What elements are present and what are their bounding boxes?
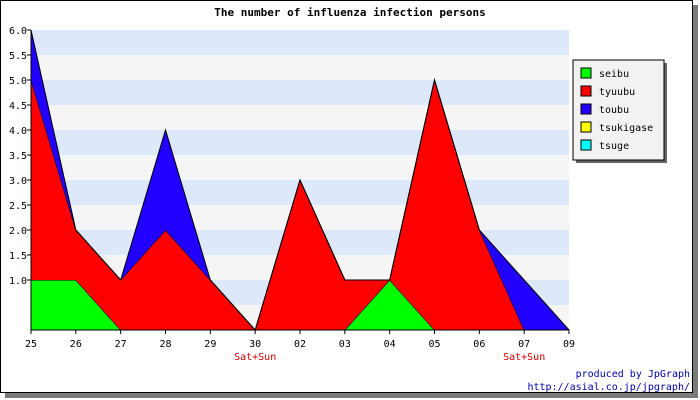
y-tick-label: 4.5 (9, 101, 27, 112)
x-tick-label: 03 (339, 339, 351, 350)
y-tick-label: 6.0 (9, 26, 27, 37)
x-tick-label: 26 (70, 339, 82, 350)
legend: seibu tyuubu toubu tsukigase tsuge (572, 59, 667, 163)
grid-band (31, 55, 569, 80)
series-area-toubu (31, 30, 569, 330)
y-tick-label: 2.0 (9, 226, 27, 237)
legend-label-tsuge: tsuge (599, 141, 629, 152)
x-tick-label: 04 (384, 339, 396, 350)
series-areas (30, 29, 570, 331)
legend-label-tsukigase: tsukigase (599, 123, 653, 134)
y-tick-label: 5.5 (9, 51, 27, 62)
y-tick-label: 1.5 (9, 251, 27, 262)
y-tick-label: 2.5 (9, 201, 27, 212)
y-tick-labels: 1.0 1.5 2.0 2.5 3.0 3.5 4.0 4.5 5.0 5.5 6.0 (9, 26, 27, 287)
legend-swatch-tsuge (580, 139, 592, 151)
legend-swatch-seibu (580, 67, 592, 79)
credit-produced-by: produced by JpGraph (576, 369, 690, 380)
grid-band (31, 155, 569, 180)
x-tick-label: 02 (294, 339, 306, 350)
credit-url[interactable]: http://asial.co.jp/jpgraph/ (527, 382, 690, 393)
grid-band (31, 80, 569, 105)
x-tick-label: 05 (428, 339, 440, 350)
series-area-tyuubu (31, 80, 569, 330)
legend-label-toubu: toubu (599, 105, 629, 116)
y-tick-label: 4.0 (9, 126, 27, 137)
x-tick-labels: 25 26 27 28 29 30 02 03 04 05 06 07 09 Sat+Sun Sat+Sun (25, 339, 575, 363)
series-area-seibu (31, 280, 569, 330)
y-tick-label: 5.0 (9, 76, 27, 87)
legend-label-seibu: seibu (599, 69, 629, 80)
legend-swatch-toubu (580, 103, 592, 115)
grid-band (31, 105, 569, 130)
grid-band (31, 130, 569, 155)
y-tick-label: 1.0 (9, 276, 27, 287)
weekend-label: Sat+Sun (234, 352, 276, 363)
grid-band (31, 30, 569, 55)
legend-swatch-tsukigase (580, 121, 592, 133)
x-tick-label: 30 (249, 339, 261, 350)
x-tick-label: 27 (115, 339, 127, 350)
legend-label-tyuubu: tyuubu (599, 87, 635, 98)
series-line-toubu (30, 29, 570, 331)
x-tick-label: 09 (563, 339, 575, 350)
x-tick-label: 25 (25, 339, 37, 350)
legend-swatch-tyuubu (580, 85, 592, 97)
chart-title: The number of influenza infection person… (214, 6, 486, 19)
y-tick-label: 3.0 (9, 176, 27, 187)
y-tick-label: 3.5 (9, 151, 27, 162)
x-tick-label: 07 (518, 339, 530, 350)
x-tick-label: 06 (473, 339, 485, 350)
x-tick-label: 28 (159, 339, 171, 350)
x-tick-label: 29 (204, 339, 216, 350)
axes (27, 29, 570, 334)
weekend-label: Sat+Sun (503, 352, 545, 363)
